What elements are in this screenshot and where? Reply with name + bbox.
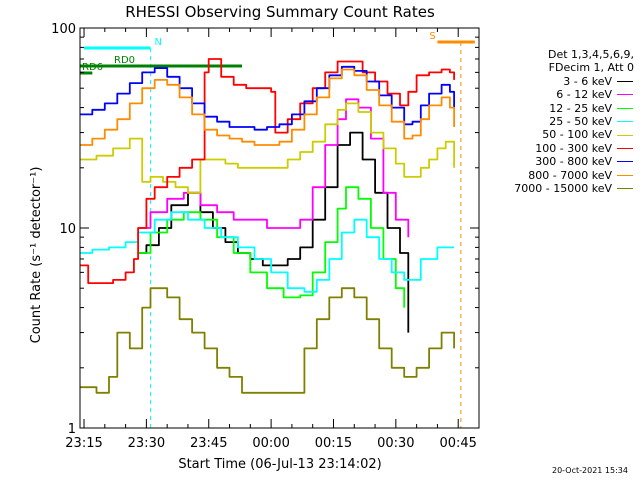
series-line-8 (80, 287, 455, 394)
legend-swatch (617, 81, 633, 83)
flags-layer: N S RD0 RD6 (80, 31, 475, 428)
legend-entry-label: 50 - 100 keV (542, 128, 612, 142)
legend-swatch (617, 148, 633, 150)
legend-entry: 12 - 25 keV (488, 102, 638, 115)
legend-header-line-1: Det 1,3,4,5,6,9, (547, 48, 634, 61)
flag-label-n: N (155, 37, 162, 48)
ticks-layer: 1 10 100 23:15 23:30 23:45 00:00 00:15 00:30 00:4… (51, 22, 479, 451)
y-tick-label: 100 (51, 22, 76, 37)
x-tick-label: 00:15 (315, 436, 352, 451)
legend-entry: 3 - 6 keV (488, 75, 638, 88)
legend-entry: 800 - 7000 keV (488, 169, 638, 182)
legend-entry-label: 800 - 7000 keV (528, 168, 612, 182)
x-tick-label: 00:30 (377, 436, 414, 451)
legend-entry: 100 - 300 keV (488, 142, 638, 155)
legend-swatch (617, 121, 633, 123)
x-tick-label: 00:00 (252, 436, 289, 451)
legend-swatch (617, 174, 633, 176)
legend-swatch (617, 161, 633, 163)
legend-entry-label: 7000 - 15000 keV (514, 182, 612, 196)
series-line-2 (138, 186, 406, 308)
legend-entry-label: 3 - 6 keV (563, 74, 612, 88)
chart-title: RHESSI Observing Summary Count Rates (125, 3, 435, 21)
x-axis-label: Start Time (06-Jul-13 23:14:02) (178, 457, 381, 472)
series-line-6 (80, 65, 455, 131)
series-line-7 (80, 68, 455, 146)
legend-entry-label: 100 - 300 keV (535, 141, 612, 155)
legend-entry: 7000 - 15000 keV (488, 182, 638, 195)
x-tick-label: 00:45 (439, 436, 476, 451)
legend-swatch (617, 134, 633, 136)
x-tick-label: 23:15 (65, 436, 102, 451)
legend-entry-label: 300 - 800 keV (535, 155, 612, 169)
y-tick-label: 1 (68, 422, 76, 437)
series-line-5 (80, 58, 455, 284)
series-line-4 (80, 102, 455, 194)
flag-label-rd6: RD6 (82, 62, 103, 73)
legend-entry-label: 6 - 12 keV (556, 88, 612, 102)
series-line-0 (138, 131, 410, 333)
legend-entries: 3 - 6 keV 6 - 12 keV 12 - 25 keV 25 - 50 ke… (488, 75, 638, 196)
legend-swatch (617, 94, 633, 96)
legend-entry-label: 25 - 50 keV (549, 115, 612, 129)
footer-timestamp: 20-Oct-2021 15:34 (552, 466, 628, 475)
legend-entry: 300 - 800 keV (488, 155, 638, 168)
y-tick-label: 10 (59, 222, 76, 237)
legend-header-line-2: FDecim 1, Att 0 (548, 61, 634, 75)
flag-label-rd0: RD0 (114, 55, 135, 66)
legend-entry: 25 - 50 keV (488, 115, 638, 128)
legend: Det 1,3,4,5,6,9, FDecim 1, Att 0 3 - 6 k… (488, 48, 638, 195)
legend-entry: 50 - 100 keV (488, 128, 638, 141)
series-line-3 (80, 211, 455, 293)
legend-entry: 6 - 12 keV (488, 88, 638, 101)
x-tick-label: 23:30 (128, 436, 165, 451)
series-layer (80, 58, 455, 394)
legend-swatch (617, 107, 633, 109)
y-axis-label: Count Rate (s⁻¹ detector⁻¹) (29, 167, 44, 344)
series-line-1 (138, 98, 410, 238)
x-tick-label: 23:45 (190, 436, 227, 451)
legend-entry-label: 12 - 25 keV (549, 101, 612, 115)
legend-swatch (617, 188, 633, 190)
flag-label-s: S (429, 31, 435, 42)
